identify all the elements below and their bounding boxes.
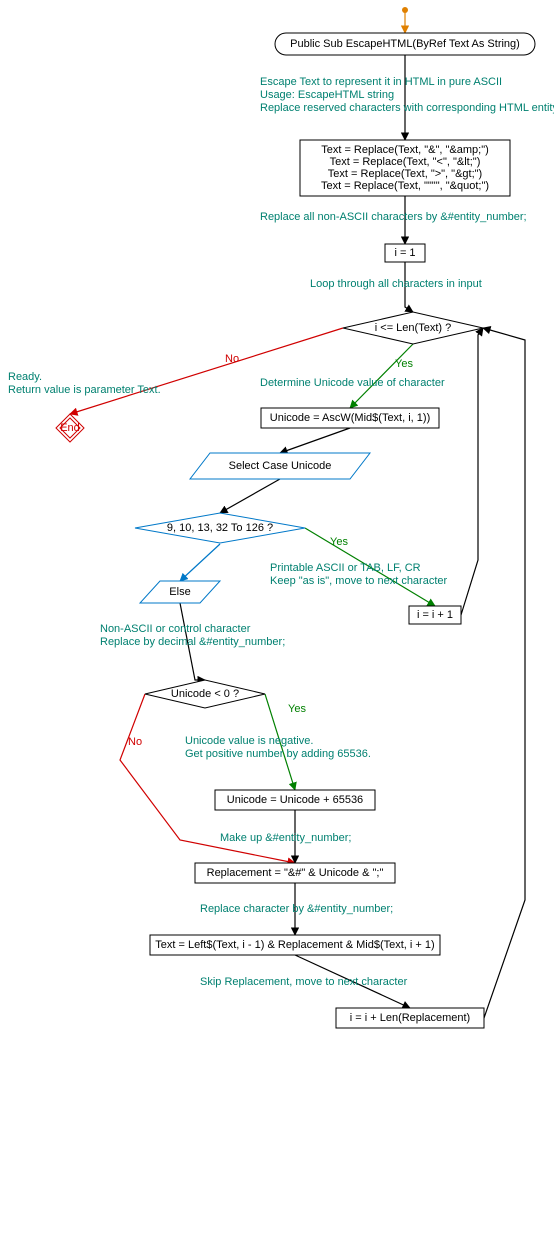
edge-label: Yes: [395, 358, 413, 370]
edge: [483, 328, 525, 1018]
node-start: Public Sub EscapeHTML(ByRef Text As Stri…: [275, 33, 535, 55]
node-select_case: Select Case Unicode: [190, 453, 370, 479]
comment-line: Keep "as is", move to next character: [270, 575, 448, 587]
comment-line: Replace reserved characters with corresp…: [260, 102, 554, 114]
comment-line: Get positive number by adding 65536.: [185, 748, 371, 760]
node-end: End: [56, 414, 84, 442]
node-decision2: 9, 10, 13, 32 To 126 ?: [135, 513, 305, 543]
node-process3: Unicode = AscW(Mid$(Text, i, 1)): [261, 408, 439, 428]
node-comment2: Replace all non-ASCII characters by &#en…: [260, 211, 527, 223]
node-else_node: Else: [140, 581, 220, 603]
node-process1: Text = Replace(Text, "&", "&amp;")Text =…: [300, 140, 510, 196]
node-process7: Text = Left$(Text, i - 1) & Replacement …: [150, 935, 440, 955]
svg-text:Text = Replace(Text, ">", "&gt: Text = Replace(Text, ">", "&gt;"): [328, 168, 482, 180]
node-process5: Unicode = Unicode + 65536: [215, 790, 375, 810]
svg-text:9, 10, 13, 32 To 126 ?: 9, 10, 13, 32 To 126 ?: [167, 522, 273, 534]
edge-label: Yes: [330, 536, 348, 548]
node-decision3: Unicode < 0 ?: [145, 680, 265, 708]
comment-line: Replace character by &#entity_number;: [200, 903, 393, 915]
node-comment_end: Ready.Return value is parameter Text.: [8, 371, 161, 396]
svg-text:Unicode = AscW(Mid$(Text, i, 1: Unicode = AscW(Mid$(Text, i, 1)): [270, 412, 430, 424]
node-comment6: Non-ASCII or control characterReplace by…: [100, 623, 285, 648]
svg-text:Text = Replace(Text, "&", "&am: Text = Replace(Text, "&", "&amp;"): [321, 144, 489, 156]
svg-text:Unicode = Unicode + 65536: Unicode = Unicode + 65536: [227, 794, 363, 806]
node-decision1: i <= Len(Text) ?: [343, 312, 483, 344]
node-process4: i = i + 1: [409, 606, 461, 624]
edge: [180, 544, 220, 581]
node-process6: Replacement = "&#" & Unicode & ";": [195, 863, 395, 883]
node-comment3: Loop through all characters in input: [310, 278, 482, 290]
node-comment8: Make up &#entity_number;: [220, 832, 351, 844]
comment-line: Ready.: [8, 371, 42, 383]
comment-line: Make up &#entity_number;: [220, 832, 351, 844]
comment-line: Return value is parameter Text.: [8, 384, 161, 396]
comment-line: Escape Text to represent it in HTML in p…: [260, 76, 502, 88]
comment-line: Replace all non-ASCII characters by &#en…: [260, 211, 527, 223]
node-process8: i = i + Len(Replacement): [336, 1008, 484, 1028]
svg-text:Text = Replace(Text, "<", "&lt: Text = Replace(Text, "<", "&lt;"): [330, 156, 481, 168]
edge-label: Yes: [288, 703, 306, 715]
svg-text:i = i + Len(Replacement): i = i + Len(Replacement): [350, 1012, 470, 1024]
comment-line: Loop through all characters in input: [310, 278, 482, 290]
node-process2: i = 1: [385, 244, 425, 262]
edge: [220, 479, 280, 513]
svg-text:Select Case Unicode: Select Case Unicode: [229, 460, 332, 472]
node-comment10: Skip Replacement, move to next character: [200, 976, 408, 988]
node-comment4: Determine Unicode value of character: [260, 377, 445, 389]
svg-text:End: End: [60, 422, 80, 434]
edge: [70, 328, 343, 414]
node-comment7: Unicode value is negative.Get positive n…: [185, 735, 371, 760]
svg-text:i = i + 1: i = i + 1: [417, 609, 453, 621]
comment-line: Usage: EscapeHTML string: [260, 89, 394, 101]
svg-text:Replacement = "&#" & Unicode &: Replacement = "&#" & Unicode & ";": [207, 867, 384, 879]
edge-label: No: [225, 353, 239, 365]
comment-line: Non-ASCII or control character: [100, 623, 251, 635]
svg-text:Public Sub EscapeHTML(ByRef Te: Public Sub EscapeHTML(ByRef Text As Stri…: [290, 38, 520, 50]
edge: [280, 428, 350, 453]
node-comment5: Printable ASCII or TAB, LF, CRKeep "as i…: [270, 562, 448, 587]
svg-text:Unicode < 0 ?: Unicode < 0 ?: [171, 688, 239, 700]
edge: [461, 328, 483, 615]
comment-line: Unicode value is negative.: [185, 735, 313, 747]
svg-text:Text = Replace(Text, """", "&q: Text = Replace(Text, """", "&quot;"): [321, 180, 489, 192]
svg-text:Else: Else: [169, 586, 190, 598]
svg-text:i <= Len(Text) ?: i <= Len(Text) ?: [375, 322, 451, 334]
comment-line: Printable ASCII or TAB, LF, CR: [270, 562, 421, 574]
edge-label: No: [128, 736, 142, 748]
svg-text:i = 1: i = 1: [394, 247, 415, 259]
comment-line: Skip Replacement, move to next character: [200, 976, 408, 988]
svg-text:Text = Left$(Text, i - 1) & Re: Text = Left$(Text, i - 1) & Replacement …: [155, 939, 434, 951]
node-comment1: Escape Text to represent it in HTML in p…: [260, 76, 554, 114]
comment-line: Replace by decimal &#entity_number;: [100, 636, 285, 648]
comment-line: Determine Unicode value of character: [260, 377, 445, 389]
node-comment9: Replace character by &#entity_number;: [200, 903, 393, 915]
